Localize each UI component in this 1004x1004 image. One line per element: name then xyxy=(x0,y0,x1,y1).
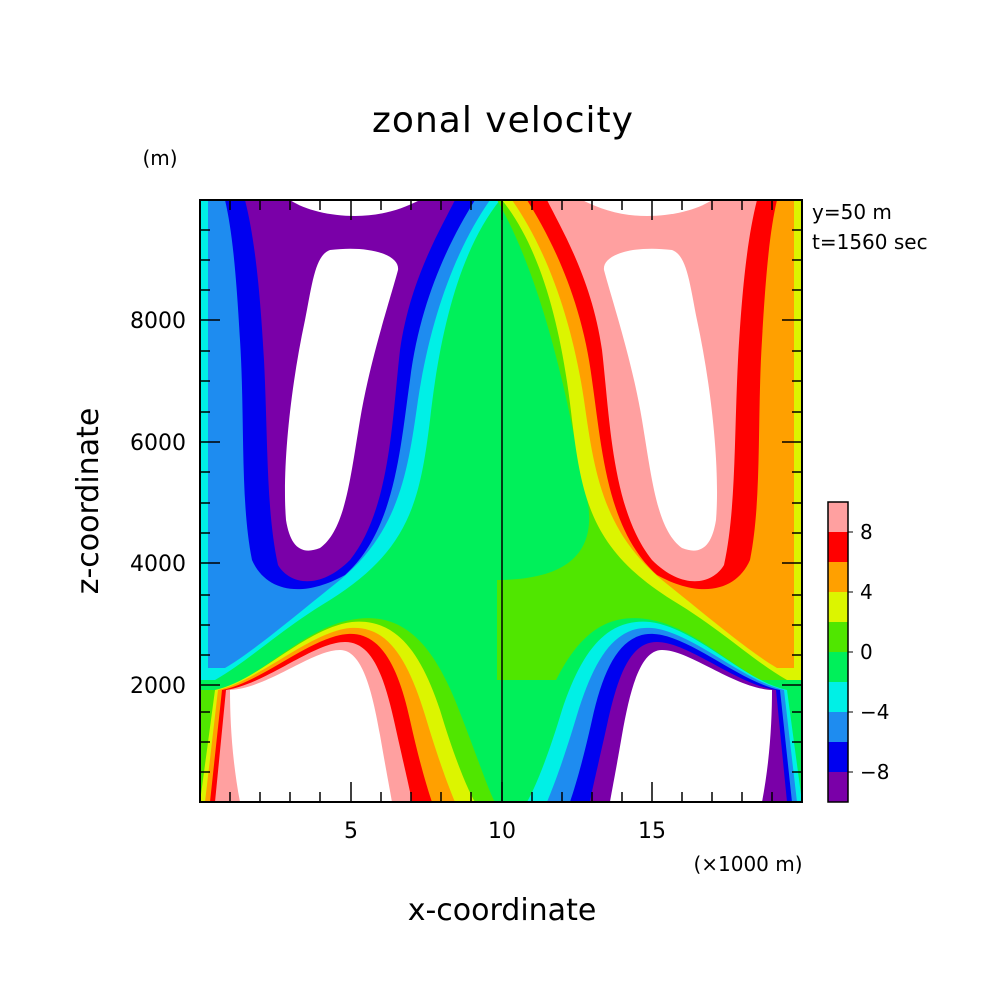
contour-fills xyxy=(200,200,802,802)
y-unit-label: (m) xyxy=(142,146,177,170)
colorbar: −8 −4 0 4 8 xyxy=(827,501,889,803)
colorbar-swatch-8 xyxy=(828,532,848,562)
y-tick-label-2000: 2000 xyxy=(130,674,186,699)
x-tick-label-10: 10 xyxy=(488,819,516,844)
colorbar-tick-label: −8 xyxy=(860,760,889,784)
y-ticks xyxy=(200,229,802,773)
colorbar-swatch-6 xyxy=(828,592,848,622)
y-tick-label-6000: 6000 xyxy=(130,431,186,456)
x-ticks xyxy=(229,200,773,802)
y-tick-label-4000: 4000 xyxy=(130,552,186,577)
annotation-t: t=1560 sec xyxy=(812,230,928,254)
annotation-y: y=50 m xyxy=(812,200,892,224)
left-core-white xyxy=(284,248,399,551)
colorbar-tick-label: 8 xyxy=(860,520,873,544)
left-half-contours xyxy=(200,200,505,802)
colorbar-swatch-9 xyxy=(828,502,848,532)
colorbar-swatch-5 xyxy=(828,622,848,652)
x-tick-label-5: 5 xyxy=(344,819,358,844)
x-axis-label: x-coordinate xyxy=(408,893,597,928)
colorbar-swatch-4 xyxy=(828,652,848,682)
left-top-white xyxy=(290,200,420,216)
colorbar-tick-label: −4 xyxy=(860,700,889,724)
y-tick-label-8000: 8000 xyxy=(130,309,186,334)
right-core-white xyxy=(603,248,718,551)
plot-frame xyxy=(199,199,803,803)
left-lower-white xyxy=(230,650,392,802)
colorbar-tick-label: 0 xyxy=(860,640,873,664)
x-tick-label-15: 15 xyxy=(638,819,666,844)
x-unit-label: (×1000 m) xyxy=(693,852,802,876)
right-lower-white xyxy=(610,650,772,802)
chart-title: zonal velocity xyxy=(372,100,634,141)
colorbar-swatch-3 xyxy=(828,682,848,712)
colorbar-tick-label: 4 xyxy=(860,580,873,604)
right-top-white xyxy=(582,200,712,216)
colorbar-swatch-2 xyxy=(828,712,848,742)
colorbar-swatch-0 xyxy=(828,772,848,802)
colorbar-swatch-7 xyxy=(828,562,848,592)
y-axis-label: z-coordinate xyxy=(71,408,106,595)
colorbar-swatch-1 xyxy=(828,742,848,772)
right-half-contours xyxy=(497,200,802,802)
